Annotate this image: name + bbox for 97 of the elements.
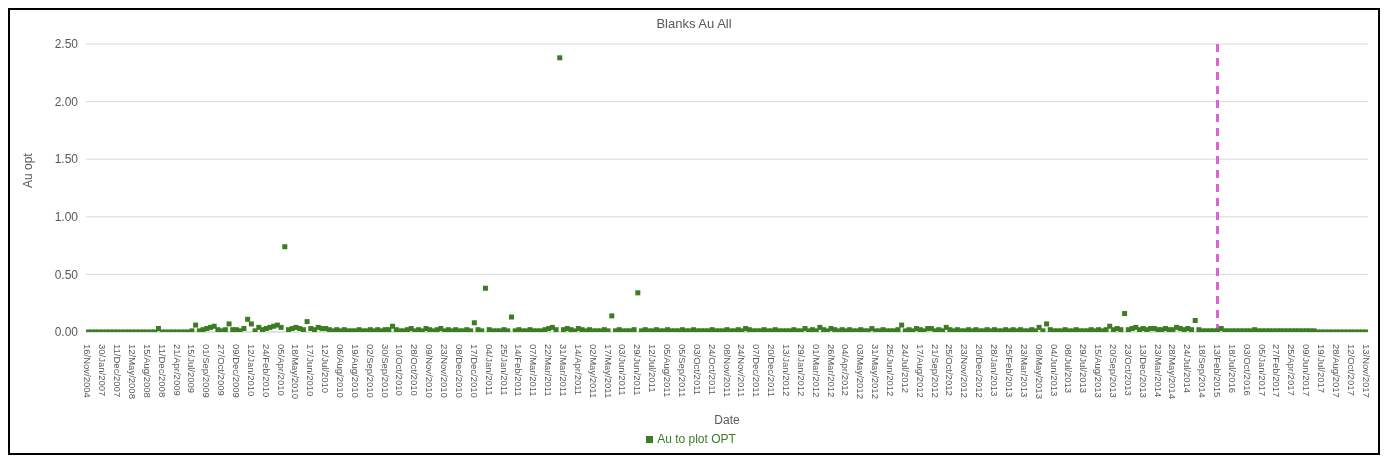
- x-tick-label: 11/Dec/2008: [156, 344, 168, 398]
- x-tick-label: 31/Mar/2011: [558, 344, 569, 397]
- x-tick-label: 28/Oct/2010: [409, 344, 421, 396]
- x-tick-label: 12/Jul/2011: [647, 344, 659, 393]
- x-tick-label: 09/Nov/2010: [424, 344, 436, 398]
- x-tick-label: 25/Jan/2011: [498, 344, 510, 396]
- x-tick-label: 18/Jul/2016: [1226, 344, 1238, 394]
- x-tick-label: 03/May/2012: [855, 344, 867, 399]
- x-tick-label: 24/Feb/2010: [260, 344, 272, 398]
- x-tick-label: 17/Aug/2012: [914, 344, 926, 398]
- x-tick-label: 05/Apr/2010: [275, 344, 287, 396]
- x-tick-label: 04/Apr/2012: [840, 344, 852, 396]
- x-tick-label: 16/Nov/2004: [82, 344, 94, 398]
- y-axis-title: Au opt: [21, 152, 36, 188]
- x-tick-label: 02/Sep/2010: [364, 344, 376, 398]
- x-tick-label: 20/Dec/2011: [766, 344, 778, 398]
- x-tick-label: 03/Oct/2011: [691, 344, 703, 396]
- x-tick-label: 25/Apr/2017: [1286, 344, 1298, 396]
- x-tick-label: 17/Jun/2010: [305, 344, 317, 397]
- x-tick-label: 08/May/2013: [1033, 344, 1045, 399]
- x-tick-label: 13/Nov/2017: [1360, 344, 1372, 398]
- x-tick-label: 28/Aug/2017: [1330, 344, 1342, 398]
- chart-title: Blanks Au All: [655, 15, 733, 33]
- x-tick-label: 01/Sep/2009: [201, 344, 213, 398]
- x-tick-label: 04/Jan/2011: [483, 344, 495, 396]
- x-tick-label: 01/Mar/2012: [810, 344, 822, 398]
- x-tick-label: 29/Jun/2011: [632, 344, 644, 396]
- x-tick-label: 30/Sep/2010: [379, 344, 391, 398]
- x-tick-label: 23/Mar/2013: [1018, 344, 1030, 398]
- y-tick-label: 1.50: [54, 152, 79, 167]
- x-tick-label: 17/Dec/2010: [468, 344, 480, 398]
- x-tick-label: 07/Mar/2011: [528, 344, 540, 397]
- x-tick-label: 28/May/2014: [1167, 344, 1179, 399]
- x-tick-label: 14/Apr/2011: [572, 344, 584, 396]
- x-tick-label: 24/Nov/2011: [736, 344, 748, 398]
- x-tick-label: 25/Feb/2013: [1003, 344, 1015, 398]
- x-tick-label: 24/Jul/2012: [899, 344, 911, 394]
- x-tick-label: 10/Oct/2010: [394, 344, 406, 396]
- x-tick-label: 27/Feb/2017: [1271, 344, 1283, 398]
- x-tick-label: 19/Jul/2017: [1316, 344, 1328, 394]
- x-tick-label: 05/Jan/2017: [1256, 344, 1268, 397]
- x-tick-label: 20/Dec/2012: [974, 344, 986, 398]
- x-tick-label: 11/Dec/2007: [112, 344, 124, 398]
- x-tick-label: 21/Apr/2009: [171, 344, 183, 396]
- x-tick-label: 05/Sep/2011: [676, 344, 688, 398]
- y-tick-label: 2.50: [54, 37, 79, 52]
- x-tick-label: 09/Dec/2009: [231, 344, 242, 398]
- x-tick-label: 12/Jul/2010: [320, 344, 332, 394]
- x-tick-label: 08/Jul/2013: [1063, 344, 1075, 394]
- y-tick-label: 0.50: [54, 267, 79, 282]
- x-tick-label: 24/Oct/2011: [706, 344, 718, 396]
- x-tick-label: 08/Dec/2010: [453, 344, 465, 398]
- x-tick-label: 15/Jul/2009: [186, 344, 198, 394]
- x-tick-label: 12/May/2008: [126, 344, 138, 399]
- x-tick-label: 14/Feb/2011: [513, 344, 525, 397]
- x-tick-label: 13/Feb/2015: [1212, 344, 1223, 398]
- x-tick-label: 18/May/2010: [290, 344, 302, 399]
- x-tick-label: 18/Sep/2014: [1197, 344, 1209, 398]
- legend-label: Au to plot OPT: [657, 432, 736, 446]
- x-tick-label: 30/Jan/2007: [97, 344, 109, 397]
- x-tick-label: 13/Jan/2012: [780, 344, 792, 397]
- x-tick-label: 13/Dec/2013: [1137, 344, 1149, 398]
- x-tick-label: 09/Jun/2017: [1301, 344, 1313, 397]
- x-tick-label: 04/Jun/2013: [1048, 344, 1060, 397]
- x-tick-label: 20/Sep/2013: [1107, 344, 1119, 398]
- x-tick-label: 28/Jan/2013: [989, 344, 1001, 397]
- x-tick-label: 21/Sep/2012: [929, 344, 941, 398]
- x-tick-label: 29/Jul/2013: [1078, 344, 1090, 394]
- x-tick-label: 19/Aug/2010: [349, 344, 361, 398]
- x-tick-label: 23/Nov/2010: [439, 344, 451, 398]
- x-tick-label: 08/Nov/2011: [721, 344, 733, 398]
- x-tick-label: 26/Mar/2012: [825, 344, 837, 398]
- x-tick-label: 31/May/2012: [870, 344, 882, 399]
- x-tick-label: 03/Jun/2011: [617, 344, 629, 396]
- x-tick-label: 15/Aug/2008: [141, 344, 153, 398]
- y-tick-label: 2.00: [54, 94, 79, 109]
- x-tick-label: 27/Oct/2009: [216, 344, 228, 396]
- x-tick-label: 07/Dec/2011: [751, 344, 763, 398]
- x-tick-label: 06/Aug/2010: [335, 344, 347, 398]
- x-tick-label: 15/Aug/2013: [1093, 344, 1105, 398]
- x-tick-label: 17/May/2011: [602, 344, 614, 399]
- x-tick-label: 12/Jan/2010: [245, 344, 257, 397]
- x-tick-label: 29/Jan/2012: [795, 344, 807, 397]
- x-tick-label: 23/Mar/2014: [1152, 344, 1164, 398]
- x-tick-label: 12/Oct/2017: [1345, 344, 1357, 396]
- x-tick-label: 03/Oct/2016: [1241, 344, 1253, 396]
- x-tick-label: 05/Aug/2011: [662, 344, 674, 398]
- x-tick-label: 25/Jun/2012: [885, 344, 896, 397]
- x-tick-label: 23/Nov/2012: [959, 344, 971, 398]
- x-axis-title: Date: [714, 413, 740, 427]
- x-tick-label: 02/May/2011: [587, 344, 599, 399]
- x-tick-label: 22/Mar/2011: [543, 344, 555, 397]
- y-tick-label: 1.00: [54, 210, 79, 225]
- x-tick-label: 25/Oct/2012: [944, 344, 956, 396]
- y-tick-label: 0.00: [54, 325, 79, 340]
- x-tick-label: 23/Oct/2013: [1122, 344, 1134, 396]
- x-tick-label: 24/Jul/2014: [1182, 344, 1194, 394]
